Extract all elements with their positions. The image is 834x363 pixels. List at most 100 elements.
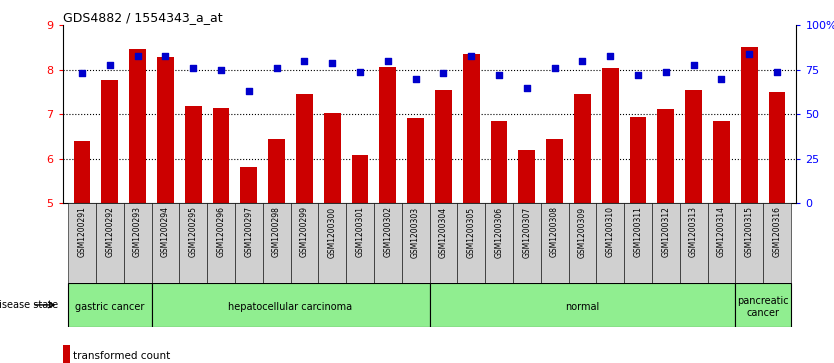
Bar (73, 141, 90, 203)
Text: GSM1200309: GSM1200309 (578, 207, 587, 258)
Text: GSM1200291: GSM1200291 (78, 207, 87, 257)
Text: GSM1200308: GSM1200308 (550, 207, 559, 257)
Text: GDS4882 / 1554343_a_at: GDS4882 / 1554343_a_at (63, 11, 222, 24)
Text: disease state: disease state (0, 300, 58, 310)
Bar (657, 109, 674, 203)
Text: GSM1200310: GSM1200310 (605, 207, 615, 257)
Bar (379, 67, 396, 203)
Bar (352, 155, 369, 203)
Point (103, 62, 117, 68)
Point (771, 69, 784, 74)
Text: GSM1200295: GSM1200295 (188, 207, 198, 257)
Point (659, 69, 672, 74)
Bar (235, 203, 263, 283)
Bar (157, 57, 173, 203)
Text: normal: normal (565, 302, 600, 312)
Text: GSM1200304: GSM1200304 (439, 207, 448, 258)
Bar (513, 203, 540, 283)
Bar (213, 108, 229, 203)
Text: GSM1200299: GSM1200299 (300, 207, 309, 257)
Bar (179, 203, 207, 283)
Point (631, 72, 645, 78)
Bar (290, 203, 319, 283)
Bar (185, 106, 202, 203)
Bar (540, 203, 569, 283)
Point (409, 76, 422, 82)
Text: GSM1200316: GSM1200316 (772, 207, 781, 257)
Bar (374, 203, 402, 283)
Text: GSM1200312: GSM1200312 (661, 207, 671, 257)
Bar (736, 203, 763, 283)
Point (520, 85, 534, 90)
Bar (457, 203, 485, 283)
Bar (96, 203, 123, 283)
Bar (602, 68, 619, 203)
Bar (407, 118, 424, 203)
Bar (430, 283, 736, 327)
Text: transformed count: transformed count (73, 351, 170, 361)
Text: GSM1200300: GSM1200300 (328, 207, 337, 258)
Text: hepatocellular carcinoma: hepatocellular carcinoma (229, 302, 353, 312)
Bar (324, 114, 340, 203)
Text: GSM1200301: GSM1200301 (355, 207, 364, 257)
Bar (319, 203, 346, 283)
Text: GSM1200297: GSM1200297 (244, 207, 254, 257)
Bar (463, 54, 480, 203)
Bar (713, 121, 730, 203)
Point (75, 70, 88, 76)
Text: gastric cancer: gastric cancer (75, 302, 144, 312)
Bar (680, 203, 707, 283)
Point (131, 53, 144, 58)
Bar (741, 47, 757, 203)
Point (325, 60, 339, 66)
Text: GSM1200303: GSM1200303 (411, 207, 420, 258)
Text: GSM1200314: GSM1200314 (717, 207, 726, 257)
Point (604, 53, 617, 58)
Bar (519, 150, 535, 203)
Point (381, 58, 394, 64)
Text: GSM1200315: GSM1200315 (745, 207, 754, 257)
Bar (574, 94, 590, 203)
Text: GSM1200311: GSM1200311 (634, 207, 642, 257)
Point (354, 69, 367, 74)
Point (298, 58, 311, 64)
Bar (123, 203, 152, 283)
Bar (569, 203, 596, 283)
Point (214, 67, 228, 73)
Bar (652, 203, 680, 283)
Bar (596, 203, 624, 283)
Bar (707, 203, 736, 283)
Point (437, 70, 450, 76)
Bar (68, 203, 96, 283)
Bar (490, 121, 507, 203)
Bar (269, 139, 285, 203)
Point (715, 76, 728, 82)
Bar (240, 167, 257, 203)
Point (187, 65, 200, 71)
Text: GSM1200302: GSM1200302 (384, 207, 392, 257)
Bar (129, 49, 146, 203)
Bar (435, 90, 452, 203)
Text: GSM1200296: GSM1200296 (217, 207, 225, 257)
Point (575, 58, 589, 64)
Bar (263, 203, 290, 283)
Text: GSM1200307: GSM1200307 (522, 207, 531, 258)
Point (242, 88, 255, 94)
Bar (736, 283, 791, 327)
Bar (402, 203, 430, 283)
Text: GSM1200293: GSM1200293 (133, 207, 142, 257)
Text: GSM1200305: GSM1200305 (467, 207, 475, 258)
Bar (346, 203, 374, 283)
Point (742, 51, 756, 57)
Bar (485, 203, 513, 283)
Point (158, 53, 172, 58)
Bar (102, 79, 118, 203)
Text: GSM1200313: GSM1200313 (689, 207, 698, 257)
Bar (430, 203, 457, 283)
Point (687, 62, 701, 68)
Bar (152, 203, 179, 283)
Bar (763, 203, 791, 283)
Bar (769, 92, 786, 203)
Text: pancreatic
cancer: pancreatic cancer (737, 296, 789, 318)
Bar (207, 203, 235, 283)
